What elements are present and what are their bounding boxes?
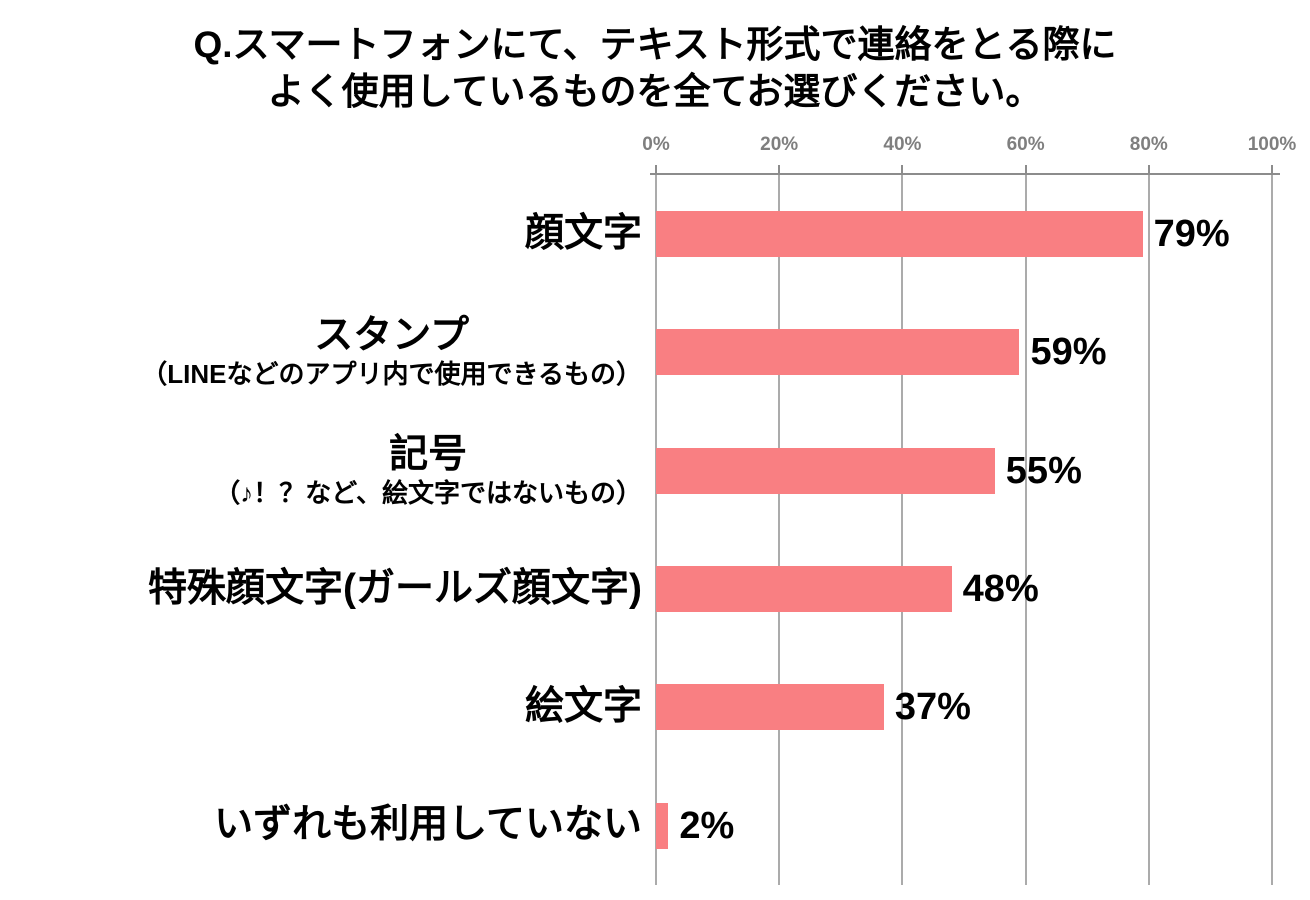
category-sublabel: （LINEなどのアプリ内で使用できるもの） xyxy=(141,359,642,390)
bar-row: 37% xyxy=(656,648,1272,766)
x-axis-tick-mark xyxy=(1147,165,1150,173)
bar-value-label: 2% xyxy=(679,804,735,847)
category-label: いずれも利用していない xyxy=(214,803,642,847)
gridline-20pct xyxy=(778,175,781,885)
category-label: スタンプ xyxy=(314,314,470,358)
bar-value-label: 79% xyxy=(1153,213,1230,256)
bar-none xyxy=(656,802,669,849)
x-axis-tick-label: 0% xyxy=(642,134,670,155)
x-axis-tick-label: 60% xyxy=(1006,134,1045,155)
x-axis-tick-labels: 0% 20% 40% 60% 80% 100% xyxy=(642,134,1296,162)
category-label-row: 記号 （♪！？など、絵文字ではないもの） xyxy=(0,412,648,530)
category-label: 記号 xyxy=(389,432,468,476)
x-axis-tick-label: 100% xyxy=(1247,134,1297,155)
plot-area: 79% 59% 55% 48% 37% 2% xyxy=(655,175,1273,885)
bar-rows: 79% 59% 55% 48% 37% 2% xyxy=(656,175,1272,885)
x-axis-tick-label: 80% xyxy=(1129,134,1168,155)
gridline-80pct xyxy=(1147,175,1150,885)
bar-stamp xyxy=(656,329,1020,376)
category-label-row: 特殊顔文字(ガールズ顔文字) xyxy=(0,530,648,648)
category-label-row: 顔文字 xyxy=(0,175,648,293)
category-label: 顔文字 xyxy=(524,211,642,255)
gridline-100pct xyxy=(1271,175,1273,885)
x-axis-tick-mark xyxy=(1271,165,1273,173)
bar-row: 48% xyxy=(656,530,1272,648)
bar-value-label: 59% xyxy=(1030,331,1107,374)
category-labels: 顔文字 スタンプ （LINEなどのアプリ内で使用できるもの） 記号 （♪！？など… xyxy=(0,175,648,885)
bar-emoji xyxy=(656,684,884,731)
chart-title-line1: Q.スマートフォンにて、テキスト形式で連絡をとる際に xyxy=(193,24,1117,65)
bar-row: 59% xyxy=(656,293,1272,411)
chart-title: Q.スマートフォンにて、テキスト形式で連絡をとる際に よく使用しているものを全て… xyxy=(0,22,1310,115)
category-sublabel: （♪！？など、絵文字ではないもの） xyxy=(214,477,642,508)
category-label: 絵文字 xyxy=(524,685,642,729)
bar-kaomoji xyxy=(656,211,1143,258)
bar-row: 2% xyxy=(656,767,1272,885)
x-axis-tick-label: 40% xyxy=(883,134,922,155)
category-label-row: スタンプ （LINEなどのアプリ内で使用できるもの） xyxy=(0,293,648,411)
bar-value-label: 55% xyxy=(1005,449,1082,492)
bar-value-label: 48% xyxy=(962,568,1039,611)
bar-tokushu-kaomoji xyxy=(656,566,952,613)
x-axis-tick-mark xyxy=(655,165,657,173)
category-label-row: 絵文字 xyxy=(0,648,648,766)
x-axis-tick-label: 20% xyxy=(760,134,799,155)
category-label: 特殊顔文字(ガールズ顔文字) xyxy=(148,566,642,610)
x-axis-tick-mark xyxy=(778,165,781,173)
bar-row: 55% xyxy=(656,412,1272,530)
x-axis-tick-mark xyxy=(901,165,904,173)
gridline-60pct xyxy=(1024,175,1027,885)
bar-row: 79% xyxy=(656,175,1272,293)
x-axis-tick-mark xyxy=(1024,165,1027,173)
category-label-row: いずれも利用していない xyxy=(0,767,648,885)
gridline-40pct xyxy=(901,175,904,885)
bar-kigou xyxy=(656,447,995,494)
x-axis-line xyxy=(650,165,1280,175)
gridline-0pct xyxy=(655,175,657,885)
bar-value-label: 37% xyxy=(894,686,971,729)
chart-title-line2: よく使用しているものを全てお選びください。 xyxy=(267,70,1043,112)
